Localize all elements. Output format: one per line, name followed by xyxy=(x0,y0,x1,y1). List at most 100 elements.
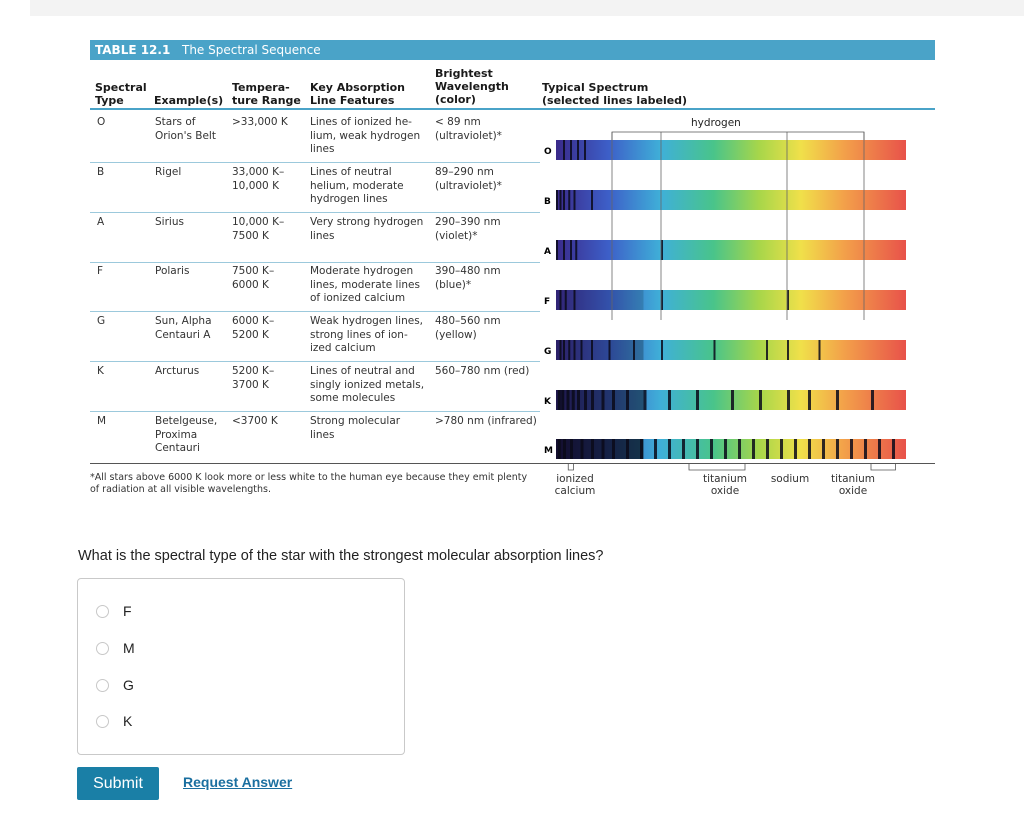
absorption-line xyxy=(661,290,663,310)
spectrum-type-label: M xyxy=(544,446,553,456)
cell-temp: 6000 K– 5200 K xyxy=(232,315,275,341)
header-spectrum: Typical Spectrum (selected lines labeled… xyxy=(542,81,688,107)
cell-temp: <3700 K xyxy=(232,415,278,427)
radio-button[interactable] xyxy=(96,641,109,655)
cell-examples: Arcturus xyxy=(155,365,200,377)
absorption-line xyxy=(573,340,576,360)
absorption-line xyxy=(808,390,811,410)
absorption-line xyxy=(696,390,699,410)
cell-examples: Rigel xyxy=(155,166,182,178)
cell-temp: >33,000 K xyxy=(232,116,288,128)
spectra-graphic: O B A F G K M xyxy=(544,131,906,471)
table-number: TABLE 12.1 xyxy=(95,43,171,57)
absorption-line xyxy=(668,439,671,459)
absorption-line xyxy=(654,439,657,459)
titanium-oxide-label-1: titanium oxide xyxy=(702,473,748,497)
cell-type: M xyxy=(97,415,107,427)
absorption-line xyxy=(566,390,570,410)
spectrum-strip xyxy=(556,290,906,310)
spectrum-dark-region xyxy=(556,290,644,310)
absorption-line xyxy=(580,439,584,459)
radio-button[interactable] xyxy=(96,678,109,692)
absorption-line xyxy=(584,140,586,160)
absorption-line xyxy=(571,390,575,410)
absorption-line xyxy=(661,340,663,360)
absorption-line xyxy=(864,439,867,459)
choice-f[interactable]: F xyxy=(96,601,132,621)
cell-examples: Sirius xyxy=(155,216,184,228)
absorption-line xyxy=(575,240,578,260)
header-rule xyxy=(90,108,935,110)
hydrogen-bracket xyxy=(611,131,865,140)
choice-m[interactable]: M xyxy=(96,638,135,658)
cell-temp: 10,000 K– 7500 K xyxy=(232,216,285,242)
radio-button[interactable] xyxy=(96,604,109,618)
cell-features: Lines of neutral helium, moderate hydrog… xyxy=(310,166,404,205)
spectrum-strip xyxy=(556,190,906,210)
absorption-line xyxy=(713,340,716,360)
header-spectral-type: Spectral Type xyxy=(95,81,147,107)
cell-wavelength: 480–560 nm (yellow) xyxy=(435,315,501,341)
radio-button[interactable] xyxy=(96,714,109,728)
absorption-line xyxy=(626,439,629,459)
spectrum-dark-region xyxy=(556,340,644,360)
choice-label: M xyxy=(123,640,135,656)
absorption-line xyxy=(580,340,583,360)
table-bottom-rule xyxy=(90,463,935,464)
choice-label: K xyxy=(123,713,133,729)
cell-wavelength: < 89 nm (ultraviolet)* xyxy=(435,116,502,142)
absorption-line xyxy=(759,390,762,410)
titanium-oxide-label-2: titanium oxide xyxy=(830,473,876,497)
absorption-line xyxy=(568,340,571,360)
absorption-line xyxy=(643,390,647,410)
row-divider xyxy=(90,162,540,163)
request-answer-link[interactable]: Request Answer xyxy=(183,774,293,790)
absorption-line xyxy=(556,190,558,210)
row-divider xyxy=(90,311,540,312)
absorption-line xyxy=(563,439,566,459)
absorption-line xyxy=(822,439,825,459)
spectrum-type-label: B xyxy=(544,197,551,207)
absorption-line xyxy=(559,190,562,210)
absorption-line xyxy=(640,439,643,459)
header-wavelength: Brightest Wavelength (color) xyxy=(435,67,509,106)
header-examples: Example(s) xyxy=(154,94,224,107)
row-divider xyxy=(90,212,540,213)
absorption-line xyxy=(561,390,565,410)
absorption-line xyxy=(559,340,562,360)
absorption-line xyxy=(836,390,839,410)
absorption-line xyxy=(563,240,565,260)
absorption-line xyxy=(591,390,594,410)
choice-g[interactable]: G xyxy=(96,675,134,695)
spectrum-strip xyxy=(556,140,906,160)
absorption-line xyxy=(563,340,565,360)
cell-type: O xyxy=(97,116,106,128)
cell-wavelength: 560–780 nm (red) xyxy=(435,365,530,377)
absorption-line xyxy=(577,140,579,160)
absorption-line xyxy=(601,390,605,410)
absorption-line xyxy=(766,340,768,360)
cell-features: Lines of neutral and singly ionized meta… xyxy=(310,365,425,404)
absorption-line xyxy=(850,439,853,459)
absorption-line xyxy=(724,439,727,459)
absorption-line xyxy=(573,290,576,310)
submit-button[interactable]: Submit xyxy=(77,767,159,800)
choice-k[interactable]: K xyxy=(96,711,132,731)
absorption-line xyxy=(573,190,576,210)
cell-temp: 33,000 K– 10,000 K xyxy=(232,166,285,192)
spectrum-type-label: F xyxy=(544,297,550,307)
absorption-line xyxy=(570,240,572,260)
absorption-line xyxy=(568,190,571,210)
cell-type: A xyxy=(97,216,105,228)
choice-label: F xyxy=(123,603,132,619)
cell-type: B xyxy=(97,166,105,178)
cell-type: G xyxy=(97,315,106,327)
absorption-line xyxy=(563,190,565,210)
cell-examples: Polaris xyxy=(155,265,190,277)
absorption-line xyxy=(818,340,821,360)
spectrum-type-label: A xyxy=(544,247,551,257)
absorption-line xyxy=(836,439,839,459)
sodium-label: sodium xyxy=(770,473,810,485)
cell-wavelength: 390–480 nm (blue)* xyxy=(435,265,501,291)
absorption-line xyxy=(626,390,629,410)
